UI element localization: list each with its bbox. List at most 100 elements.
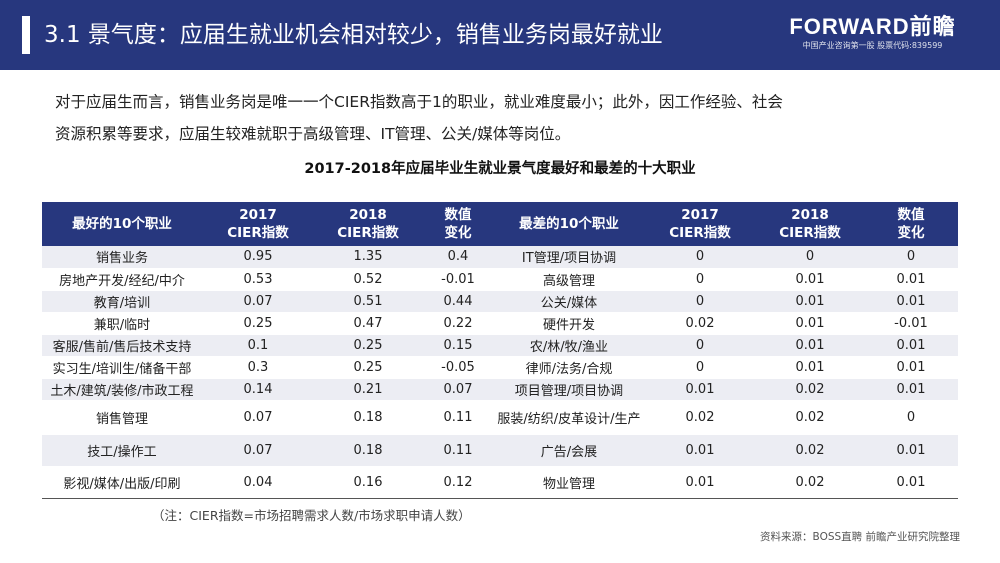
header-change-line2: 变化 (444, 225, 472, 241)
worst-2018-value: 0 (756, 246, 864, 269)
best-2017-value: 0.14 (202, 378, 314, 401)
worst-job-name: 高级管理 (494, 268, 644, 291)
best-2018-value: 0.51 (314, 290, 422, 313)
best-2018-value: 1.35 (314, 246, 422, 269)
best-2018-value: 0.47 (314, 312, 422, 335)
worst-change-value: 0.01 (864, 466, 958, 499)
header-change-best: 数值 变化 (422, 202, 494, 246)
worst-2018-value: 0.01 (756, 268, 864, 291)
table-row: 房地产开发/经纪/中介 0.53 0.52 -0.01 高级管理 0 0.01 0.01 (42, 268, 958, 291)
header-bar: 3.1 景气度：应届生就业机会相对较少，销售业务岗最好就业 FORWARD前瞻 … (0, 0, 1000, 70)
best-job-name: 影视/媒体/出版/印刷 (42, 466, 202, 499)
worst-2018-value: 0.02 (756, 400, 864, 435)
table-row: 销售管理 0.07 0.18 0.11 服装/纺织/皮革设计/生产 0.02 0.02 0 (42, 400, 958, 435)
best-2017-value: 0.95 (202, 246, 314, 269)
best-job-name: 技工/操作工 (42, 434, 202, 467)
worst-job-name: 硬件开发 (494, 312, 644, 335)
header-change-line1: 数值 (897, 207, 925, 223)
header-cier-label: CIER指数 (669, 225, 731, 241)
header-year-2017: 2017 (239, 207, 277, 223)
worst-2018-value: 0.01 (756, 312, 864, 335)
worst-2017-value: 0.01 (644, 466, 756, 499)
table-body: 销售业务 0.95 1.35 0.4 IT管理/项目协调 0 0 0 房地产开发/经纪/中介 0.… (42, 246, 958, 499)
worst-change-value: 0 (864, 246, 958, 269)
worst-2017-value: 0 (644, 268, 756, 291)
header-2018-cier-worst: 2018 CIER指数 (756, 202, 864, 246)
table-row: 教育/培训 0.07 0.51 0.44 公关/媒体 0 0.01 0.01 (42, 290, 958, 313)
best-change-value: -0.05 (422, 356, 494, 379)
worst-change-value: 0.01 (864, 434, 958, 467)
worst-change-value: -0.01 (864, 312, 958, 335)
best-2018-value: 0.16 (314, 466, 422, 499)
best-job-name: 兼职/临时 (42, 312, 202, 335)
best-job-name: 实习生/培训生/储备干部 (42, 356, 202, 379)
worst-change-value: 0 (864, 400, 958, 435)
worst-2017-value: 0.01 (644, 434, 756, 467)
intro-paragraph: 对于应届生而言，销售业务岗是唯一一个CIER指数高于1的职业，就业难度最小；此外… (55, 86, 955, 150)
header-change-line2: 变化 (897, 225, 925, 241)
header-change-worst: 数值 变化 (864, 202, 958, 246)
worst-2018-value: 0.02 (756, 378, 864, 401)
worst-2017-value: 0 (644, 246, 756, 269)
best-job-name: 教育/培训 (42, 290, 202, 313)
worst-change-value: 0.01 (864, 378, 958, 401)
worst-job-name: IT管理/项目协调 (494, 246, 644, 269)
title-accent-bar (22, 16, 30, 54)
worst-change-value: 0.01 (864, 268, 958, 291)
worst-job-name: 物业管理 (494, 466, 644, 499)
best-change-value: 0.11 (422, 434, 494, 467)
header-cier-label: CIER指数 (337, 225, 399, 241)
best-job-name: 土木/建筑/装修/市政工程 (42, 378, 202, 401)
best-job-name: 房地产开发/经纪/中介 (42, 268, 202, 291)
best-2017-value: 0.07 (202, 434, 314, 467)
worst-change-value: 0.01 (864, 334, 958, 357)
best-change-value: 0.11 (422, 400, 494, 435)
table-row: 销售业务 0.95 1.35 0.4 IT管理/项目协调 0 0 0 (42, 246, 958, 269)
header-cier-label: CIER指数 (779, 225, 841, 241)
header-year-2018: 2018 (791, 207, 829, 223)
worst-2018-value: 0.02 (756, 434, 864, 467)
slide-title: 3.1 景气度：应届生就业机会相对较少，销售业务岗最好就业 (44, 22, 663, 48)
best-2018-value: 0.25 (314, 356, 422, 379)
table-row: 兼职/临时 0.25 0.47 0.22 硬件开发 0.02 0.01 -0.01 (42, 312, 958, 335)
table-title: 2017-2018年应届毕业生就业景气度最好和最差的十大职业 (304, 161, 696, 177)
logo-tagline: 中国产业咨询第一股 股票代码:839599 (802, 41, 943, 50)
best-change-value: 0.12 (422, 466, 494, 499)
worst-job-name: 项目管理/项目协调 (494, 378, 644, 401)
best-job-name: 客服/售前/售后技术支持 (42, 334, 202, 357)
best-change-value: 0.15 (422, 334, 494, 357)
best-change-value: 0.07 (422, 378, 494, 401)
best-2017-value: 0.07 (202, 290, 314, 313)
worst-job-name: 公关/媒体 (494, 290, 644, 313)
best-2017-value: 0.1 (202, 334, 314, 357)
header-cier-label: CIER指数 (227, 225, 289, 241)
best-job-name: 销售管理 (42, 400, 202, 435)
worst-2017-value: 0.02 (644, 312, 756, 335)
forward-logo: FORWARD前瞻 中国产业咨询第一股 股票代码:839599 (785, 14, 960, 52)
header-2017-cier-best: 2017 CIER指数 (202, 202, 314, 246)
best-2018-value: 0.21 (314, 378, 422, 401)
header-year-2017: 2017 (681, 207, 719, 223)
header-change-line1: 数值 (444, 207, 472, 223)
logo-wordmark: FORWARD前瞻 (789, 14, 956, 39)
table-row: 影视/媒体/出版/印刷 0.04 0.16 0.12 物业管理 0.01 0.02 0.01 (42, 466, 958, 499)
worst-2017-value: 0 (644, 290, 756, 313)
table-header-row: 最好的10个职业 2017 CIER指数 2018 CIER指数 数值 变化 最… (42, 202, 958, 246)
best-2017-value: 0.25 (202, 312, 314, 335)
intro-line-2: 资源积累等要求，应届生较难就职于高级管理、IT管理、公关/媒体等岗位。 (55, 125, 571, 143)
best-change-value: 0.22 (422, 312, 494, 335)
intro-line-1: 对于应届生而言，销售业务岗是唯一一个CIER指数高于1的职业，就业难度最小；此外… (55, 93, 783, 111)
worst-2017-value: 0 (644, 356, 756, 379)
worst-2018-value: 0.02 (756, 466, 864, 499)
best-2018-value: 0.25 (314, 334, 422, 357)
header-2018-cier-best: 2018 CIER指数 (314, 202, 422, 246)
best-2017-value: 0.53 (202, 268, 314, 291)
best-change-value: 0.44 (422, 290, 494, 313)
best-2018-value: 0.18 (314, 400, 422, 435)
worst-job-name: 广告/会展 (494, 434, 644, 467)
header-worst-jobs: 最差的10个职业 (494, 202, 644, 246)
best-job-name: 销售业务 (42, 246, 202, 269)
best-2018-value: 0.52 (314, 268, 422, 291)
header-year-2018: 2018 (349, 207, 387, 223)
best-2017-value: 0.04 (202, 466, 314, 499)
